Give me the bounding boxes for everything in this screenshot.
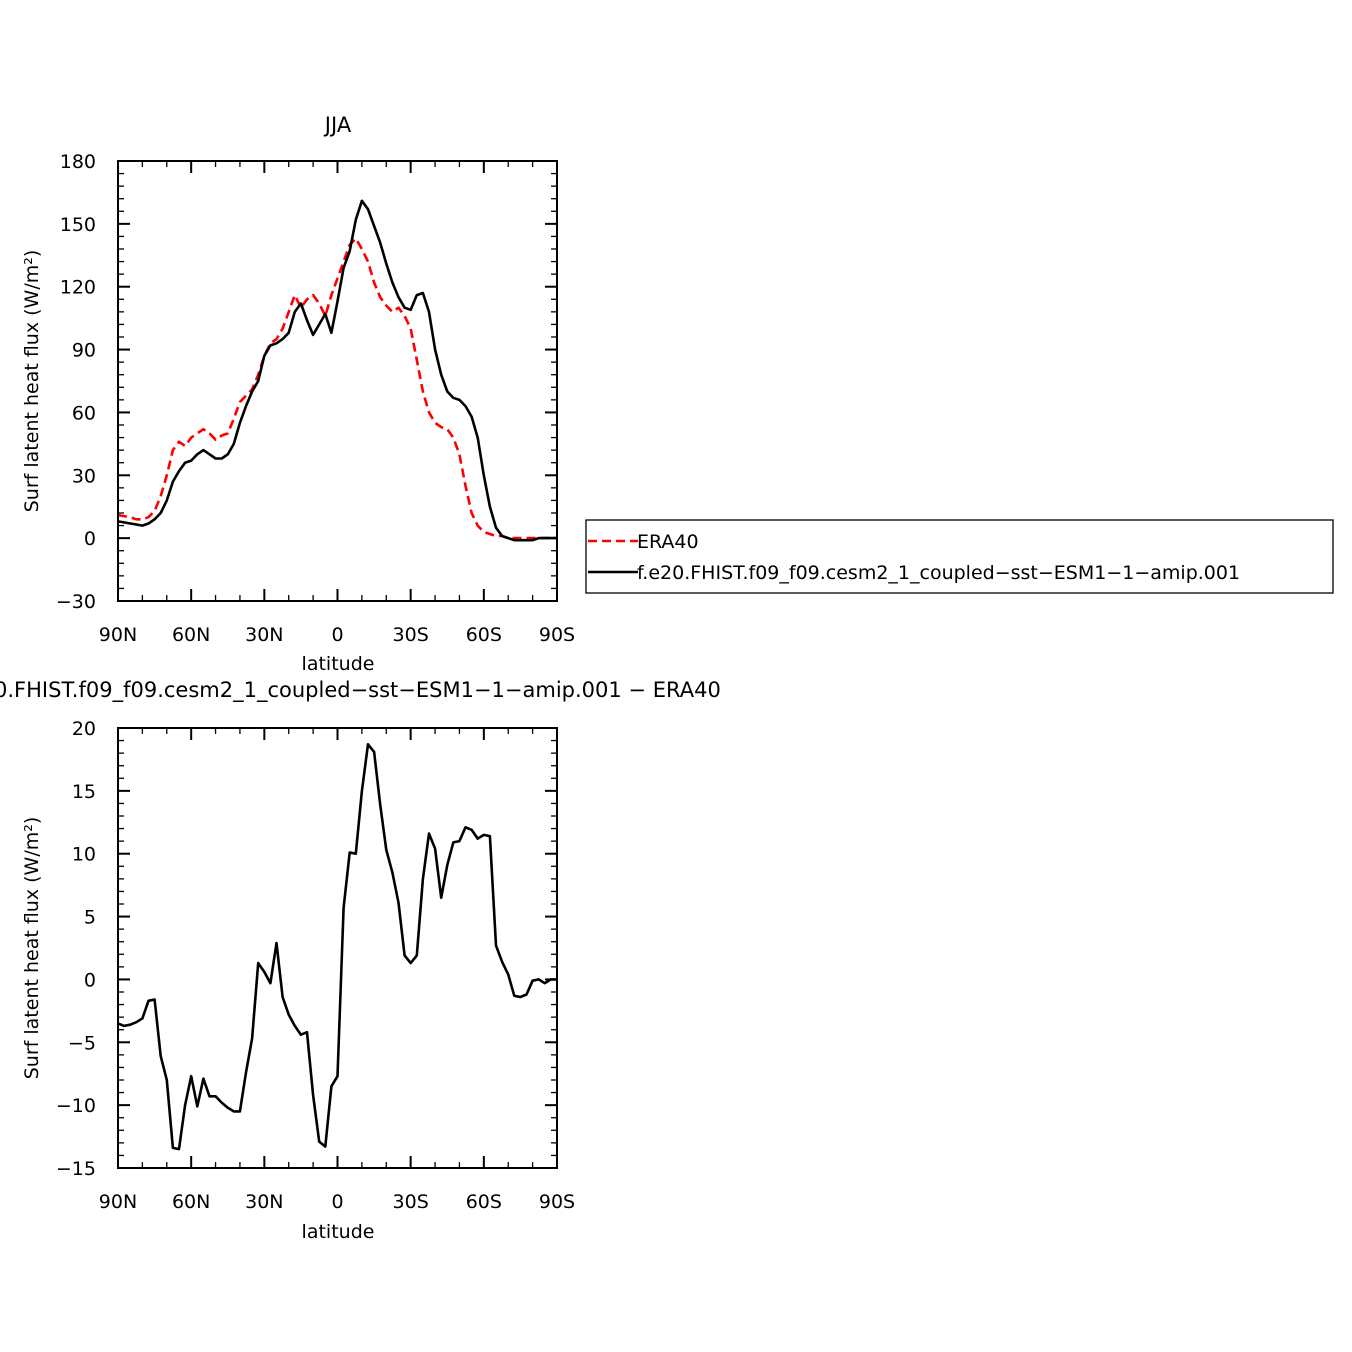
legend-box [585,519,1334,594]
y-tick-label: −5 [68,1032,96,1054]
y-tick-label: 120 [60,277,96,299]
y-tick-label: 10 [72,844,96,866]
top-x-axis-ticks: 90N 60N 30N 0 30S 60S 90S [99,161,575,646]
series-line-model [117,742,557,1151]
x-tick-label: 30S [393,1191,429,1213]
x-tick-label: 0 [331,1191,343,1213]
x-tick-label: 30N [245,624,283,646]
top-x-axis-label: latitude [302,653,375,675]
legend: ERA40 f.e20.FHIST.f09_f09.cesm2_1_couple… [585,519,1334,594]
y-tick-label: 15 [72,781,96,803]
bottom-y-axis-label: Surf latent heat flux (W/m²) [21,817,43,1080]
bottom-plot-frame [117,727,558,1169]
y-tick-label: 180 [60,151,96,173]
bottom-x-axis-label: latitude [302,1221,375,1243]
x-tick-label: 90S [539,1191,575,1213]
x-tick-label: 60N [172,624,210,646]
top-series-lines [117,199,557,542]
x-tick-label: 90N [99,1191,137,1213]
series-line-era40 [117,237,557,540]
x-tick-label: 60S [466,1191,502,1213]
x-tick-label: 0 [331,624,343,646]
y-tick-label: −15 [56,1158,96,1180]
y-tick-label: 0 [84,969,96,991]
legend-label-model: f.e20.FHIST.f09_f09.cesm2_1_coupled−sst−… [637,562,1240,584]
legend-label-era40: ERA40 [637,531,699,553]
bottom-panel: f.e20.FHIST.f09_f09.cesm2_1_coupled−sst−… [0,678,721,1243]
series-line-model [117,199,557,542]
bottom-y-axis-ticks: −15 −10 −5 0 5 10 15 20 [56,718,557,1180]
x-tick-label: 90S [539,624,575,646]
y-tick-label: 60 [72,402,96,424]
x-tick-label: 30S [393,624,429,646]
y-tick-label: 150 [60,214,96,236]
top-y-axis-ticks: −30 0 30 60 90 120 150 180 [56,151,557,613]
y-tick-label: −10 [56,1095,96,1117]
top-panel: JJA −30 0 30 60 90 120 150 180 90N 60N 30N 0 30S 60S… [21,113,575,675]
bottom-x-axis-ticks: 90N 60N 30N 0 30S 60S 90S [99,728,575,1213]
bottom-series-lines [117,742,557,1151]
top-y-axis-label: Surf latent heat flux (W/m²) [21,250,43,513]
x-tick-label: 90N [99,624,137,646]
y-tick-label: 20 [72,718,96,740]
bottom-chart-title: f.e20.FHIST.f09_f09.cesm2_1_coupled−sst−… [0,678,721,703]
y-tick-label: 90 [72,340,96,362]
x-tick-label: 60S [466,624,502,646]
top-plot-frame [117,160,558,602]
y-tick-label: 0 [84,528,96,550]
y-tick-label: −30 [56,591,96,613]
top-chart-title: JJA [323,113,352,137]
x-tick-label: 60N [172,1191,210,1213]
y-tick-label: 30 [72,465,96,487]
x-tick-label: 30N [245,1191,283,1213]
y-tick-label: 5 [84,907,96,929]
